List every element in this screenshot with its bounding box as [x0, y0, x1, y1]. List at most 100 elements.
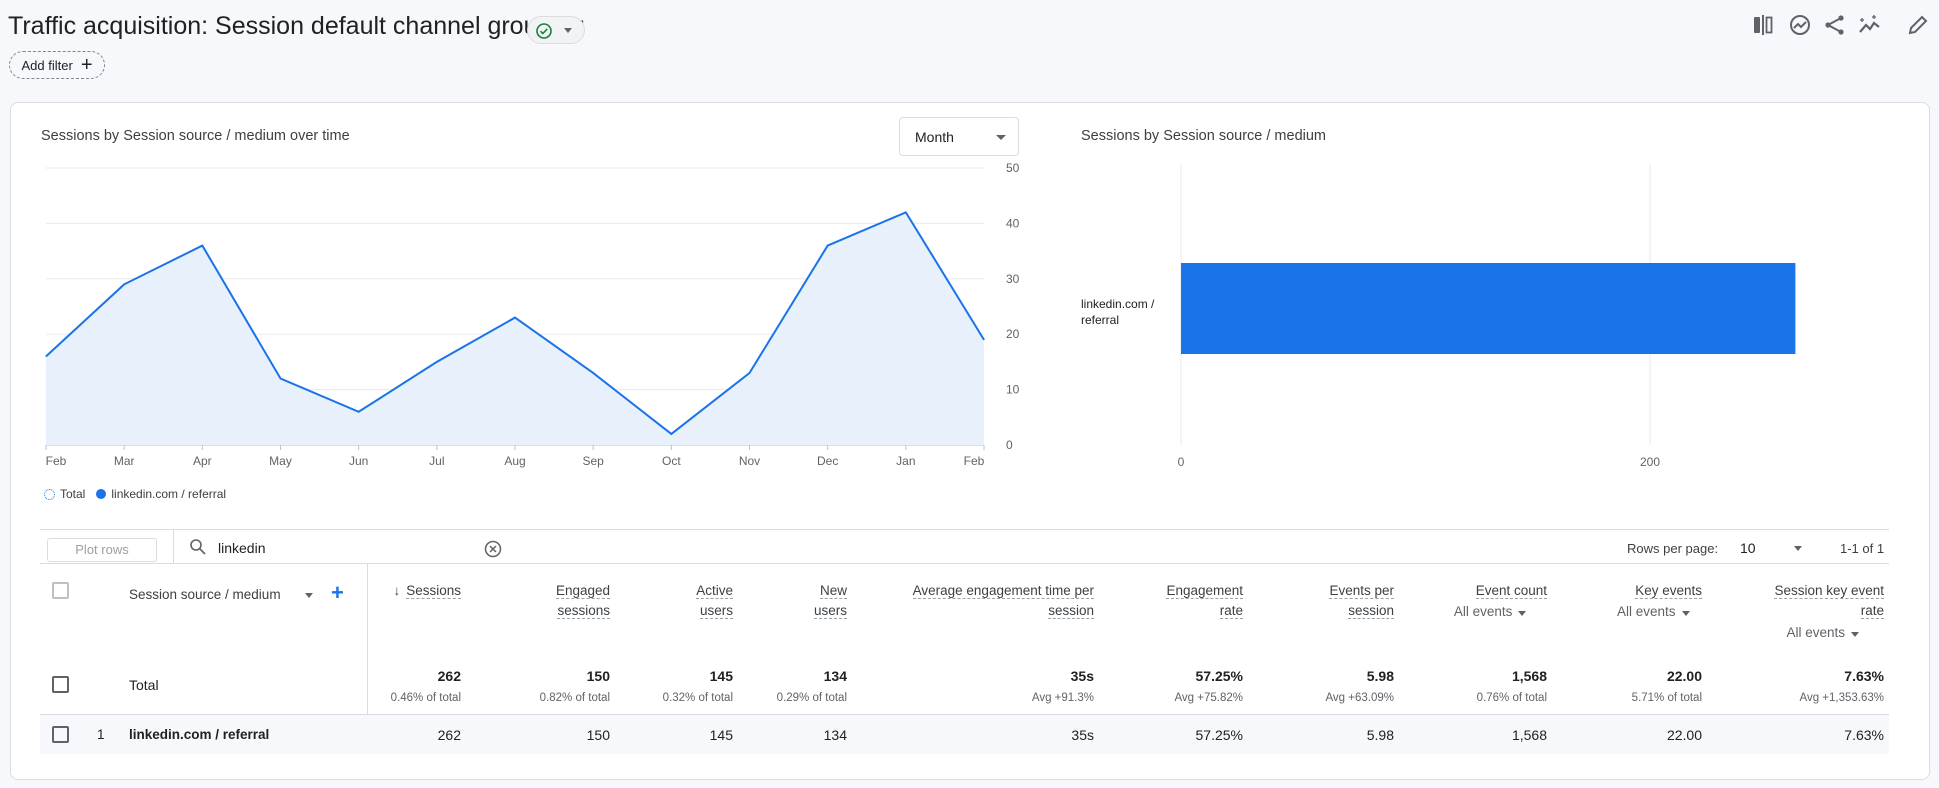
- column-header-label-2: rate: [1219, 603, 1243, 619]
- data-point: [670, 433, 672, 435]
- caret-down-icon: [564, 28, 572, 33]
- y-tick-label: 20: [1006, 327, 1020, 341]
- column-header-5[interactable]: Engagement rate: [1166, 581, 1243, 621]
- x-tick-label: 0: [1178, 455, 1185, 469]
- status-dropdown[interactable]: [527, 16, 585, 44]
- x-tick-label: Jun: [349, 454, 368, 468]
- row-value: 35s: [1071, 727, 1094, 743]
- column-header-6[interactable]: Events per session: [1329, 581, 1394, 621]
- bar-chart-title: Sessions by Session source / medium: [1081, 128, 1326, 144]
- bar-category-label: linkedin.com / referral: [1081, 297, 1155, 327]
- y-tick-label: 10: [1006, 383, 1020, 397]
- column-header-label: Key events: [1635, 583, 1702, 599]
- total-subtext: Avg +91.3%: [1031, 692, 1094, 704]
- row-value: 5.98: [1366, 727, 1394, 743]
- total-value: 145: [709, 668, 733, 684]
- compare-icon[interactable]: [1752, 12, 1778, 38]
- total-subtext: 0.76% of total: [1476, 692, 1547, 704]
- column-header-label-2: session: [1048, 603, 1094, 619]
- granularity-value: Month: [915, 128, 954, 145]
- column-header-label: Sessions: [406, 583, 461, 599]
- y-tick-label: 50: [1006, 161, 1020, 175]
- divider: [40, 714, 1889, 715]
- granularity-dropdown[interactable]: Month: [899, 117, 1019, 156]
- y-tick-label: 0: [1006, 438, 1013, 452]
- row-dimension[interactable]: linkedin.com / referral: [129, 727, 270, 742]
- caret-down-icon: [1681, 611, 1690, 616]
- column-header-label-2: users: [699, 603, 733, 619]
- column-header-3[interactable]: New users: [813, 581, 847, 621]
- data-point: [436, 361, 438, 363]
- sort-desc-icon: ↓: [393, 583, 401, 598]
- total-subtext: 5.71% of total: [1631, 692, 1702, 704]
- y-tick-label: 40: [1006, 216, 1020, 230]
- x-tick-label: 200: [1640, 455, 1660, 469]
- add-dimension-icon[interactable]: +: [331, 580, 344, 605]
- total-subtext: 0.82% of total: [539, 692, 610, 704]
- clear-search-icon[interactable]: [484, 540, 502, 558]
- x-tick-label: Oct: [662, 454, 681, 468]
- column-header-2[interactable]: Active users: [696, 581, 733, 621]
- edit-icon[interactable]: [1905, 12, 1931, 38]
- x-tick-label: Sep: [582, 454, 604, 468]
- x-tick-label: Feb: [46, 454, 67, 468]
- plus-icon: +: [80, 54, 93, 76]
- total-value: 5.98: [1366, 668, 1394, 684]
- data-point: [905, 211, 907, 213]
- caret-down-icon: [1518, 611, 1527, 616]
- pagination-label: 1-1 of 1: [1840, 541, 1885, 556]
- column-header-7[interactable]: Event count: [1475, 581, 1547, 601]
- add-filter-button[interactable]: Add filter +: [9, 51, 105, 79]
- total-subtext: 0.32% of total: [662, 692, 733, 704]
- column-header-8[interactable]: Key events: [1635, 581, 1702, 601]
- data-point: [749, 372, 750, 374]
- dimension-header[interactable]: Session source / medium: [129, 587, 281, 602]
- plot-rows-button[interactable]: Plot rows: [47, 538, 157, 562]
- event-filter-dropdown[interactable]: All events: [1617, 602, 1690, 622]
- column-header-4[interactable]: Average engagement time per session: [912, 581, 1094, 621]
- column-header-9[interactable]: Session key event rate: [1774, 581, 1884, 621]
- x-tick-label: Mar: [114, 454, 135, 468]
- table-row: [40, 714, 1889, 754]
- event-filter-dropdown[interactable]: All events: [1786, 623, 1859, 643]
- column-header-label-2: users: [813, 603, 847, 619]
- area-fill: [46, 212, 984, 445]
- total-subtext: 0.46% of total: [390, 692, 461, 704]
- share-icon[interactable]: [1822, 12, 1848, 38]
- total-value: 150: [586, 668, 610, 684]
- total-label: Total: [129, 677, 159, 693]
- search-input[interactable]: [218, 536, 468, 560]
- legend-total: Total: [60, 487, 86, 501]
- x-tick-label: Jul: [429, 454, 444, 468]
- column-header-label-2: rate: [1860, 603, 1884, 619]
- x-tick-label: Aug: [504, 454, 525, 468]
- row-index: 1: [97, 727, 105, 742]
- column-header-label: Active: [696, 583, 733, 599]
- search-icon: [190, 539, 206, 555]
- row-value: 57.25%: [1195, 727, 1243, 743]
- data-point: [827, 245, 829, 247]
- total-value: 57.25%: [1195, 668, 1243, 684]
- column-header-0[interactable]: ↓ Sessions: [393, 581, 461, 601]
- total-subtext: 0.29% of total: [776, 692, 847, 704]
- data-point: [514, 317, 516, 319]
- chart-legend: Total linkedin.com / referral: [44, 487, 226, 501]
- rows-per-page-select[interactable]: 10: [1740, 536, 1806, 560]
- x-tick-label: Dec: [817, 454, 838, 468]
- anomaly-icon[interactable]: [1857, 12, 1883, 38]
- total-row-checkbox[interactable]: [52, 676, 69, 693]
- divider: [173, 529, 174, 563]
- caret-down-icon[interactable]: [305, 593, 313, 598]
- total-legend-icon: [44, 488, 55, 500]
- data-point: [123, 283, 125, 285]
- row-value: 145: [709, 727, 733, 743]
- insights-icon[interactable]: [1787, 12, 1813, 38]
- series-legend-icon: [96, 489, 107, 499]
- event-filter-dropdown[interactable]: All events: [1454, 602, 1527, 622]
- column-header-1[interactable]: Engaged sessions: [555, 581, 610, 621]
- select-all-checkbox[interactable]: [52, 582, 69, 599]
- x-tick-label: May: [269, 454, 292, 468]
- event-filter-value: All events: [1786, 625, 1845, 640]
- row-checkbox[interactable]: [52, 726, 69, 743]
